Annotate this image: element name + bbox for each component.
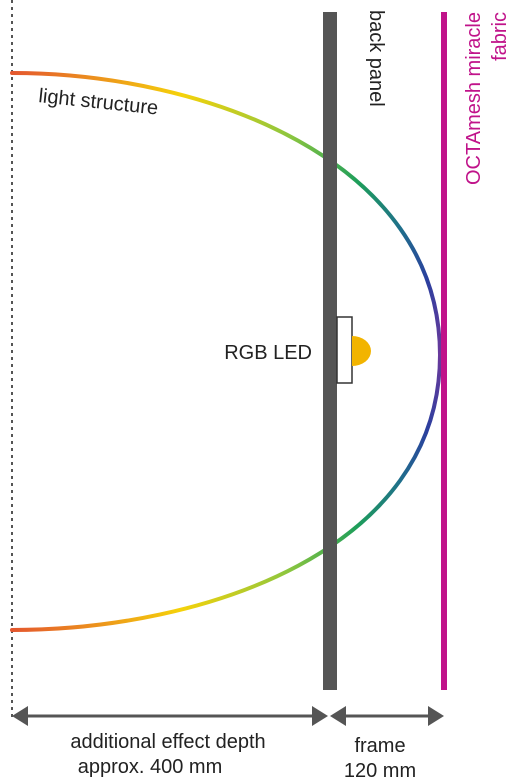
frame-arrowhead-left: [330, 706, 346, 726]
frame-arrowhead-right: [428, 706, 444, 726]
rgb-led-label: RGB LED: [224, 342, 312, 364]
effect-depth-arrowhead-right: [312, 706, 328, 726]
light-structure-curve-upper: [10, 71, 442, 357]
effect-depth-label-line2: approx. 400 mm: [78, 756, 223, 778]
back-panel: [323, 12, 337, 690]
frame-label-line1: frame: [354, 735, 405, 757]
dimension-arrows: [12, 706, 444, 726]
frame-label-line2: 120 mm: [344, 760, 416, 782]
effect-depth-label-line1: additional effect depth: [70, 731, 265, 753]
fabric-label-line1: OCTAmesh miracle: [463, 12, 485, 185]
back-panel-label: back panel: [365, 10, 387, 107]
led-housing: [336, 316, 353, 384]
light-structure-curve-lower: [10, 353, 442, 632]
fabric-label-line2: fabric: [489, 12, 511, 61]
effect-depth-arrowhead-left: [12, 706, 28, 726]
octamesh-fabric: [441, 12, 447, 690]
rgb-led-icon: [352, 336, 371, 366]
light-structure-label: light structure: [37, 85, 159, 119]
